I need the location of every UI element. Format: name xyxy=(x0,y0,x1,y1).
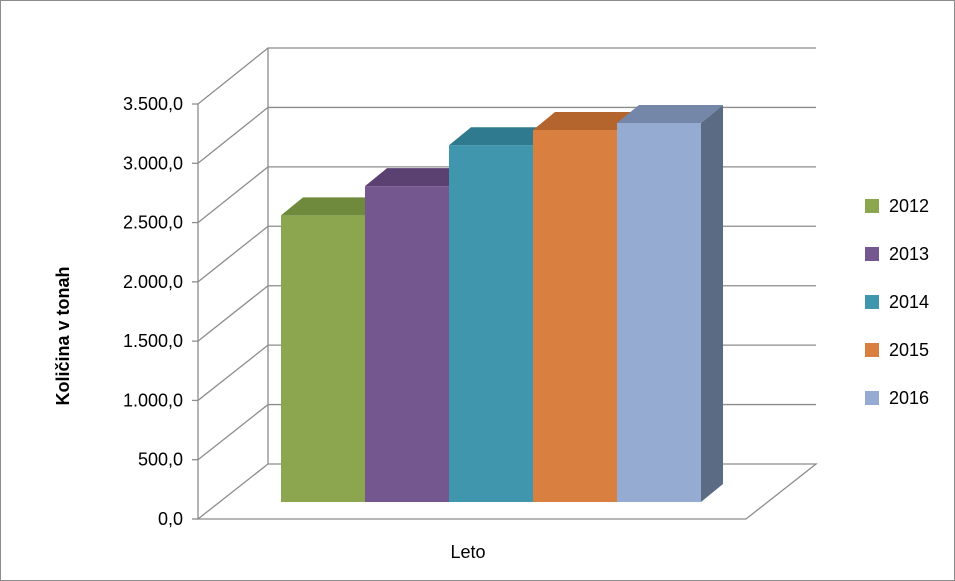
legend-swatch xyxy=(865,343,879,357)
legend-label: 2012 xyxy=(889,196,929,216)
bars xyxy=(281,105,723,502)
bar-top xyxy=(365,168,471,187)
y-tick-label: 2.000,0 xyxy=(123,272,183,292)
floor-plane xyxy=(196,463,818,520)
bar-front xyxy=(533,130,617,502)
bar-top xyxy=(617,105,723,123)
bar-front xyxy=(449,145,533,502)
bar-2015 xyxy=(533,112,639,502)
legend-label: 2013 xyxy=(889,244,929,264)
bar-front xyxy=(365,186,449,502)
bar-front xyxy=(281,215,365,502)
legend-label: 2016 xyxy=(889,388,929,408)
legend-label: 2014 xyxy=(889,292,929,312)
bar-2016 xyxy=(617,105,723,502)
bar-2014 xyxy=(449,127,555,502)
y-axis-ticks: 0,0 500,0 1.000,0 1.500,0 2.000,0 2.500,0 3.00… xyxy=(123,94,198,529)
y-tick-label: 2.500,0 xyxy=(123,213,183,233)
legend-swatch xyxy=(865,295,879,309)
bar-2012 xyxy=(281,197,387,502)
legend-item: 2014 xyxy=(865,292,929,312)
gridlines xyxy=(197,47,816,461)
bar-top xyxy=(533,112,639,131)
y-tick-label: 500,0 xyxy=(138,450,183,470)
legend-item: 2012 xyxy=(865,196,929,216)
bar-front xyxy=(617,123,701,502)
legend-swatch xyxy=(865,247,879,261)
chart-walls xyxy=(196,48,818,520)
legend-label: 2015 xyxy=(889,340,929,360)
y-tick-label: 1.000,0 xyxy=(123,390,183,410)
x-axis-label: Leto xyxy=(450,542,485,562)
legend: 2012 2013 2014 2015 2016 xyxy=(865,196,929,408)
y-tick-label: 3.000,0 xyxy=(123,153,183,173)
legend-swatch xyxy=(865,391,879,405)
bar-top xyxy=(449,127,555,146)
y-tick-label: 3.500,0 xyxy=(123,94,183,114)
gridline xyxy=(197,106,816,164)
bar-side xyxy=(701,105,723,502)
gridline xyxy=(197,47,816,105)
bar-2013 xyxy=(365,168,471,502)
legend-item: 2016 xyxy=(865,388,929,408)
legend-item: 2013 xyxy=(865,244,929,264)
y-tick-label: 1.500,0 xyxy=(123,331,183,351)
legend-item: 2015 xyxy=(865,340,929,360)
bar-top xyxy=(281,197,387,216)
y-tick-label: 0,0 xyxy=(158,509,183,529)
y-axis-label: Količina v tonah xyxy=(53,266,73,405)
legend-swatch xyxy=(865,199,879,213)
